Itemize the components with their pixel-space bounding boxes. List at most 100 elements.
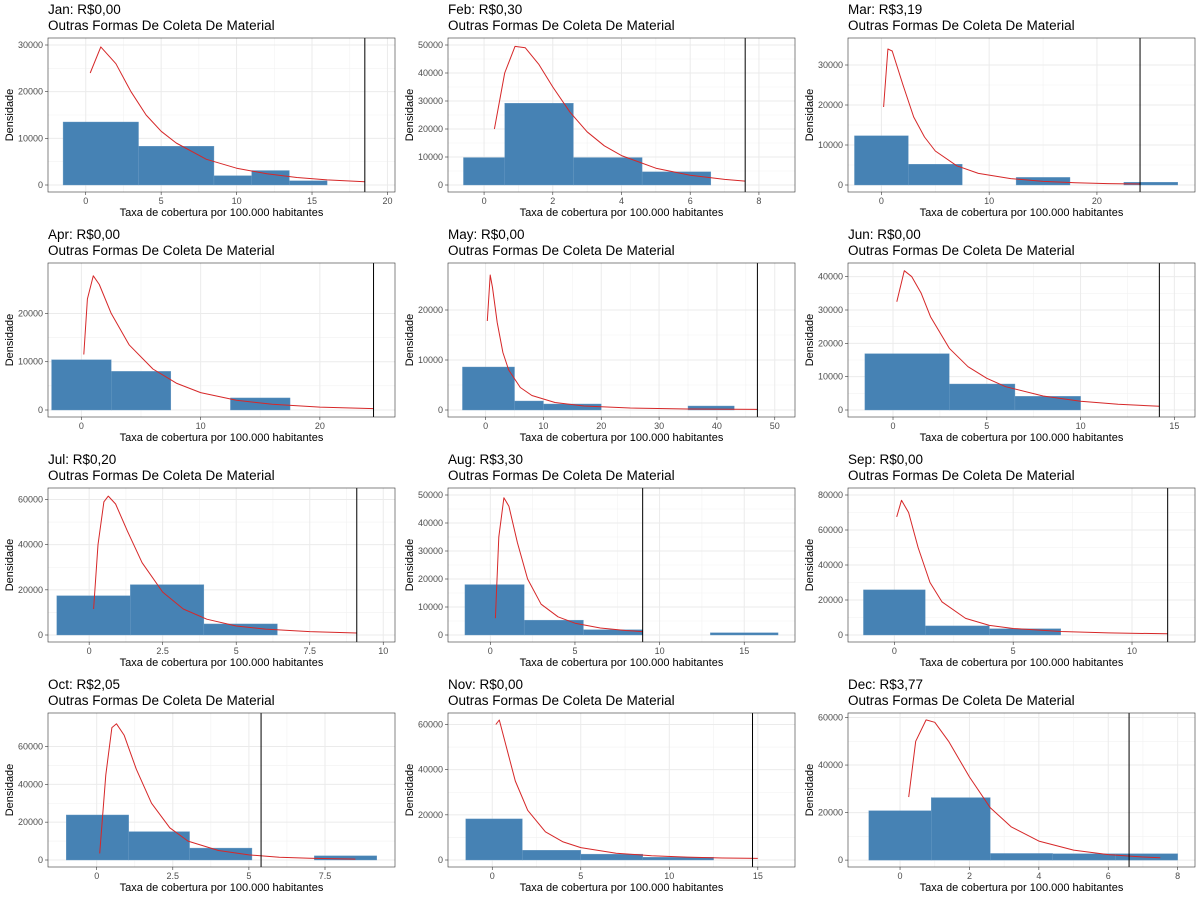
y-tick-label: 0 <box>38 180 43 190</box>
x-tick-label: 10 <box>1127 646 1137 656</box>
histogram-bar <box>522 850 581 861</box>
x-tick-label: 15 <box>1169 421 1179 431</box>
y-tick-label: 0 <box>838 855 843 865</box>
x-tick-label: 15 <box>739 646 749 656</box>
histogram-bar <box>949 383 1016 411</box>
y-tick-label: 10000 <box>818 372 843 382</box>
x-tick-label: 2 <box>967 871 972 881</box>
x-tick-label: 2.5 <box>156 646 169 656</box>
y-tick-label: 40000 <box>418 68 443 78</box>
y-tick-label: 60000 <box>18 495 43 505</box>
histogram-bar <box>931 797 991 861</box>
x-tick-label: 0 <box>490 871 495 881</box>
x-tick-label: 0 <box>488 646 493 656</box>
x-tick-label: 10 <box>1076 421 1086 431</box>
x-axis-label: Taxa de cobertura por 100.000 habitantes <box>120 657 324 669</box>
x-tick-label: 0 <box>87 646 92 656</box>
x-axis-label: Taxa de cobertura por 100.000 habitantes <box>120 207 324 219</box>
x-axis-label: Taxa de cobertura por 100.000 habitantes <box>520 207 724 219</box>
chart-panel: 0 5 10 0 20000 40000 60000 80000 Taxa de cobertu… <box>800 450 1200 675</box>
histogram-bars <box>51 359 291 411</box>
chart-panel: 0 10 20 0 10000 20000 30000 Taxa de cobertura p… <box>800 0 1200 225</box>
y-tick-label: 30000 <box>818 305 843 315</box>
x-axis-label: Taxa de cobertura por 100.000 habitantes <box>920 207 1124 219</box>
y-tick-label: 20000 <box>418 124 443 134</box>
x-tick-label: 2.5 <box>167 871 180 881</box>
panel-border <box>847 712 1196 868</box>
x-tick-label: 7.5 <box>303 646 316 656</box>
density-curve <box>83 275 374 410</box>
chart-svg: 0 2 4 6 8 0 10000 20000 30000 40000 50000 Taxa de c… <box>404 37 796 219</box>
y-tick-label: 40000 <box>418 518 443 528</box>
chart-title: Oct: R$2,05 <box>48 677 121 692</box>
density-curve <box>908 719 1161 859</box>
histogram-bars <box>864 353 1081 411</box>
chart-subtitle: Outras Formas De Coleta De Material <box>48 243 275 258</box>
chart-svg: 0 10 20 0 10000 20000 30000 Taxa de cobertura p… <box>804 37 1196 219</box>
y-tick-label: 30000 <box>18 40 43 50</box>
chart-panel: 0 10 20 30 40 50 0 10000 20000 Taxa de cobertura … <box>400 225 800 450</box>
density-curve <box>896 499 1168 635</box>
x-tick-label: 5 <box>984 421 989 431</box>
y-tick-label: 0 <box>438 855 443 865</box>
x-tick-label: 5 <box>1011 646 1016 656</box>
x-tick-label: 8 <box>1175 871 1180 881</box>
histogram-bar <box>130 584 205 636</box>
x-tick-label: 0 <box>891 421 896 431</box>
histogram-bar <box>710 632 779 636</box>
histogram-bar <box>62 121 139 186</box>
x-axis-label: Taxa de cobertura por 100.000 habitantes <box>920 657 1124 669</box>
x-axis-label: Taxa de cobertura por 100.000 habitantes <box>520 432 724 444</box>
histogram-bars <box>56 584 278 636</box>
histogram-bar <box>230 397 291 411</box>
density-curve <box>494 497 643 633</box>
histogram-bar <box>863 589 926 636</box>
chart-svg: 0 5 10 15 0 10000 20000 30000 40000 50000 Taxa de … <box>404 487 796 669</box>
panel-border <box>847 262 1196 418</box>
histogram-bar <box>854 135 909 186</box>
histogram-bars <box>868 797 1178 861</box>
histogram-bar <box>687 405 735 411</box>
y-axis-label: Densidade <box>804 314 816 367</box>
y-tick-label: 20000 <box>18 308 43 318</box>
panel-border <box>447 487 796 643</box>
chart-svg: 0 2 4 6 8 0 20000 40000 60000 Taxa de cobertura p… <box>804 712 1196 894</box>
y-tick-label: 30000 <box>418 546 443 556</box>
histogram-bar <box>464 584 525 636</box>
x-axis-label: Taxa de cobertura por 100.000 habitantes <box>520 657 724 669</box>
chart-panel: 0 2 4 6 8 0 20000 40000 60000 Taxa de cobertura p… <box>800 675 1200 900</box>
density-curve <box>883 48 1141 185</box>
histogram-bars <box>465 818 714 861</box>
chart-subtitle: Outras Formas De Coleta De Material <box>448 243 675 258</box>
y-tick-label: 0 <box>38 405 43 415</box>
chart-svg: 0 5 10 0 20000 40000 60000 80000 Taxa de cobertu… <box>804 487 1196 669</box>
histogram-bar <box>251 170 290 186</box>
y-tick-label: 60000 <box>18 741 43 751</box>
x-tick-label: 6 <box>688 196 693 206</box>
y-axis-label: Densidade <box>4 89 16 142</box>
density-curve <box>896 270 1160 407</box>
chart-subtitle: Outras Formas De Coleta De Material <box>448 693 675 708</box>
panel-border <box>847 37 1196 193</box>
histogram-bars <box>66 814 377 861</box>
density-curve <box>89 46 365 183</box>
minor-gridlines <box>448 488 795 642</box>
x-tick-label: 7.5 <box>319 871 332 881</box>
chart-panel: 0 5 10 15 0 10000 20000 30000 40000 Taxa de cober… <box>800 225 1200 450</box>
x-axis-label: Taxa de cobertura por 100.000 habitantes <box>120 882 324 894</box>
chart-subtitle: Outras Formas De Coleta De Material <box>848 18 1075 33</box>
panel-border <box>47 712 396 868</box>
y-axis-label: Densidade <box>4 764 16 817</box>
chart-svg: 0 2.5 5 7.5 10 0 20000 40000 60000 Taxa de cobert… <box>4 487 396 669</box>
x-tick-label: 15 <box>753 871 763 881</box>
y-tick-label: 50000 <box>418 40 443 50</box>
chart-title: Nov: R$0,00 <box>448 677 524 692</box>
y-tick-label: 80000 <box>818 490 843 500</box>
x-tick-label: 0 <box>892 646 897 656</box>
x-axis-label: Taxa de cobertura por 100.000 habitantes <box>520 882 724 894</box>
y-tick-label: 20000 <box>418 305 443 315</box>
y-tick-label: 10000 <box>418 602 443 612</box>
chart-title: Jul: R$0,20 <box>48 452 117 467</box>
histogram-bar <box>66 814 129 861</box>
